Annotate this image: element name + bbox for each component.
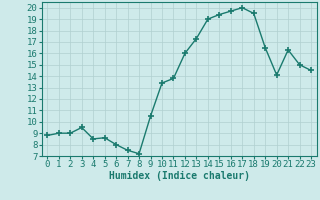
X-axis label: Humidex (Indice chaleur): Humidex (Indice chaleur) — [109, 171, 250, 181]
